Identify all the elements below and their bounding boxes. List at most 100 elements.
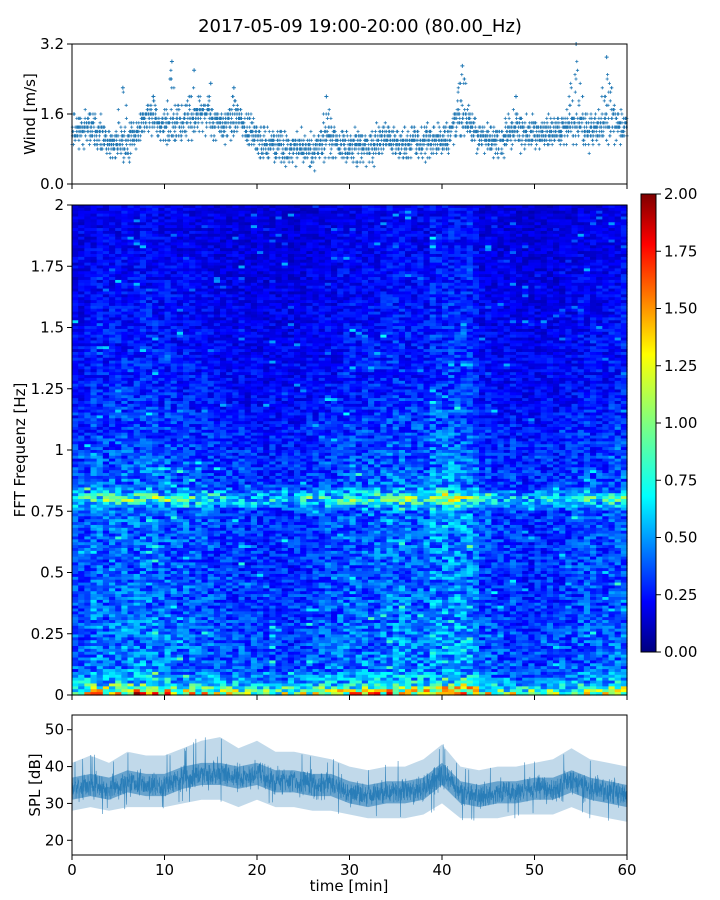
- heatmap-cell: [263, 326, 270, 330]
- heatmap-cell: [281, 326, 289, 330]
- heatmap-cell: [429, 282, 437, 287]
- heatmap-cell: [90, 242, 98, 246]
- heatmap-cell: [127, 248, 135, 252]
- heatmap-cell: [577, 248, 585, 252]
- heatmap-cell: [294, 277, 301, 281]
- heatmap-cell: [238, 308, 246, 313]
- heatmap-cell: [84, 297, 92, 301]
- heatmap-cell: [257, 334, 264, 339]
- heatmap-cell: [423, 303, 431, 307]
- heatmap-cell: [238, 222, 246, 226]
- heatmap-cell: [386, 337, 394, 342]
- heatmap-cell: [158, 205, 166, 209]
- heatmap-cell: [516, 360, 523, 365]
- heatmap-cell: [448, 251, 455, 255]
- heatmap-cell: [78, 300, 85, 304]
- heatmap-cell: [213, 274, 221, 278]
- heatmap-cell: [189, 308, 196, 313]
- heatmap-cell: [522, 360, 529, 365]
- heatmap-cell: [491, 259, 499, 264]
- heatmap-cell: [164, 245, 172, 249]
- heatmap-cell: [84, 274, 92, 278]
- heatmap-cell: [386, 225, 394, 229]
- heatmap-cell: [491, 271, 499, 275]
- heatmap-cell: [497, 222, 505, 226]
- heatmap-cell: [355, 357, 363, 362]
- heatmap-cell: [349, 222, 357, 226]
- heatmap-cell: [565, 265, 573, 270]
- heatmap-cell: [405, 207, 412, 212]
- heatmap-cell: [540, 357, 548, 362]
- heatmap-cell: [608, 320, 616, 324]
- heatmap-cell: [614, 254, 622, 258]
- heatmap-cell: [540, 207, 548, 212]
- heatmap-cell: [368, 308, 375, 313]
- heatmap-cell: [540, 271, 548, 275]
- heatmap-cell: [244, 291, 252, 295]
- heatmap-cell: [201, 337, 209, 342]
- heatmap-cell: [318, 297, 326, 301]
- heatmap-cell: [546, 228, 554, 232]
- heatmap-cell: [343, 256, 351, 261]
- heatmap-cell: [195, 210, 203, 215]
- heatmap-cell: [189, 222, 196, 226]
- heatmap-cell: [195, 300, 203, 304]
- heatmap-cell: [528, 288, 536, 293]
- heatmap-cell: [121, 274, 129, 278]
- heatmap-cell: [146, 320, 153, 324]
- heatmap-cell: [472, 334, 480, 339]
- heatmap-cell: [509, 259, 517, 264]
- heatmap-cell: [590, 343, 597, 347]
- heatmap-cell: [72, 213, 79, 218]
- heatmap-cell: [435, 360, 443, 365]
- heatmap-cell: [429, 308, 437, 313]
- heatmap-cell: [324, 219, 332, 223]
- heatmap-cell: [361, 254, 369, 258]
- heatmap-cell: [608, 340, 616, 344]
- heatmap-cell: [614, 251, 622, 255]
- heatmap-cell: [90, 230, 98, 235]
- heatmap-cell: [158, 236, 166, 241]
- heatmap-cell: [226, 308, 233, 313]
- heatmap-cell: [115, 245, 122, 249]
- heatmap-cell: [164, 236, 172, 241]
- heatmap-cell: [312, 303, 320, 307]
- heatmap-cell: [90, 340, 98, 344]
- heatmap-cell: [121, 288, 129, 293]
- heatmap-cell: [553, 328, 560, 333]
- heatmap-cell: [534, 354, 542, 359]
- heatmap-cell: [368, 326, 375, 330]
- heatmap-cell: [275, 337, 283, 342]
- heatmap-cell: [324, 228, 332, 232]
- heatmap-cell: [522, 346, 529, 350]
- heatmap-cell: [534, 210, 542, 215]
- heatmap-cell: [281, 230, 289, 235]
- heatmap-cell: [207, 297, 215, 301]
- heatmap-cell: [244, 236, 252, 241]
- heatmap-cell: [503, 242, 511, 246]
- heatmap-cell: [269, 274, 277, 278]
- heatmap-cell: [571, 349, 579, 353]
- heatmap-cell: [559, 303, 566, 307]
- heatmap-cell: [226, 279, 233, 284]
- heatmap-cell: [485, 205, 492, 209]
- heatmap-cell: [565, 346, 573, 350]
- heatmap-cell: [596, 233, 603, 238]
- heatmap-cell: [133, 248, 141, 252]
- heatmap-cell: [331, 303, 338, 307]
- heatmap-cell: [207, 349, 215, 353]
- heatmap-cell: [577, 308, 585, 313]
- heatmap-cell: [318, 256, 326, 261]
- heatmap-cell: [528, 331, 536, 336]
- heatmap-cell: [158, 317, 166, 321]
- heatmap-cell: [287, 222, 295, 226]
- heatmap-cell: [146, 305, 153, 310]
- heatmap-cell: [102, 205, 110, 209]
- heatmap-cell: [398, 225, 406, 229]
- heatmap-cell: [442, 222, 449, 226]
- heatmap-cell: [540, 346, 548, 350]
- heatmap-cell: [509, 328, 517, 333]
- heatmap-cell: [269, 291, 277, 295]
- heatmap-cell: [534, 323, 542, 327]
